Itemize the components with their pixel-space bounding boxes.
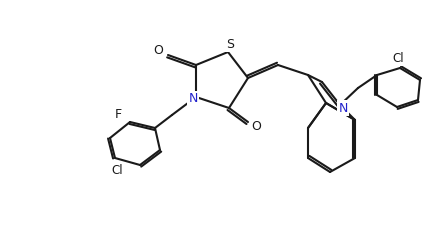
Text: N: N — [188, 92, 198, 106]
Text: O: O — [153, 45, 163, 58]
Text: N: N — [338, 101, 348, 115]
Text: Cl: Cl — [111, 164, 123, 176]
Text: O: O — [251, 121, 261, 133]
Text: F: F — [114, 108, 122, 121]
Text: Cl: Cl — [392, 52, 404, 65]
Text: S: S — [226, 38, 234, 50]
